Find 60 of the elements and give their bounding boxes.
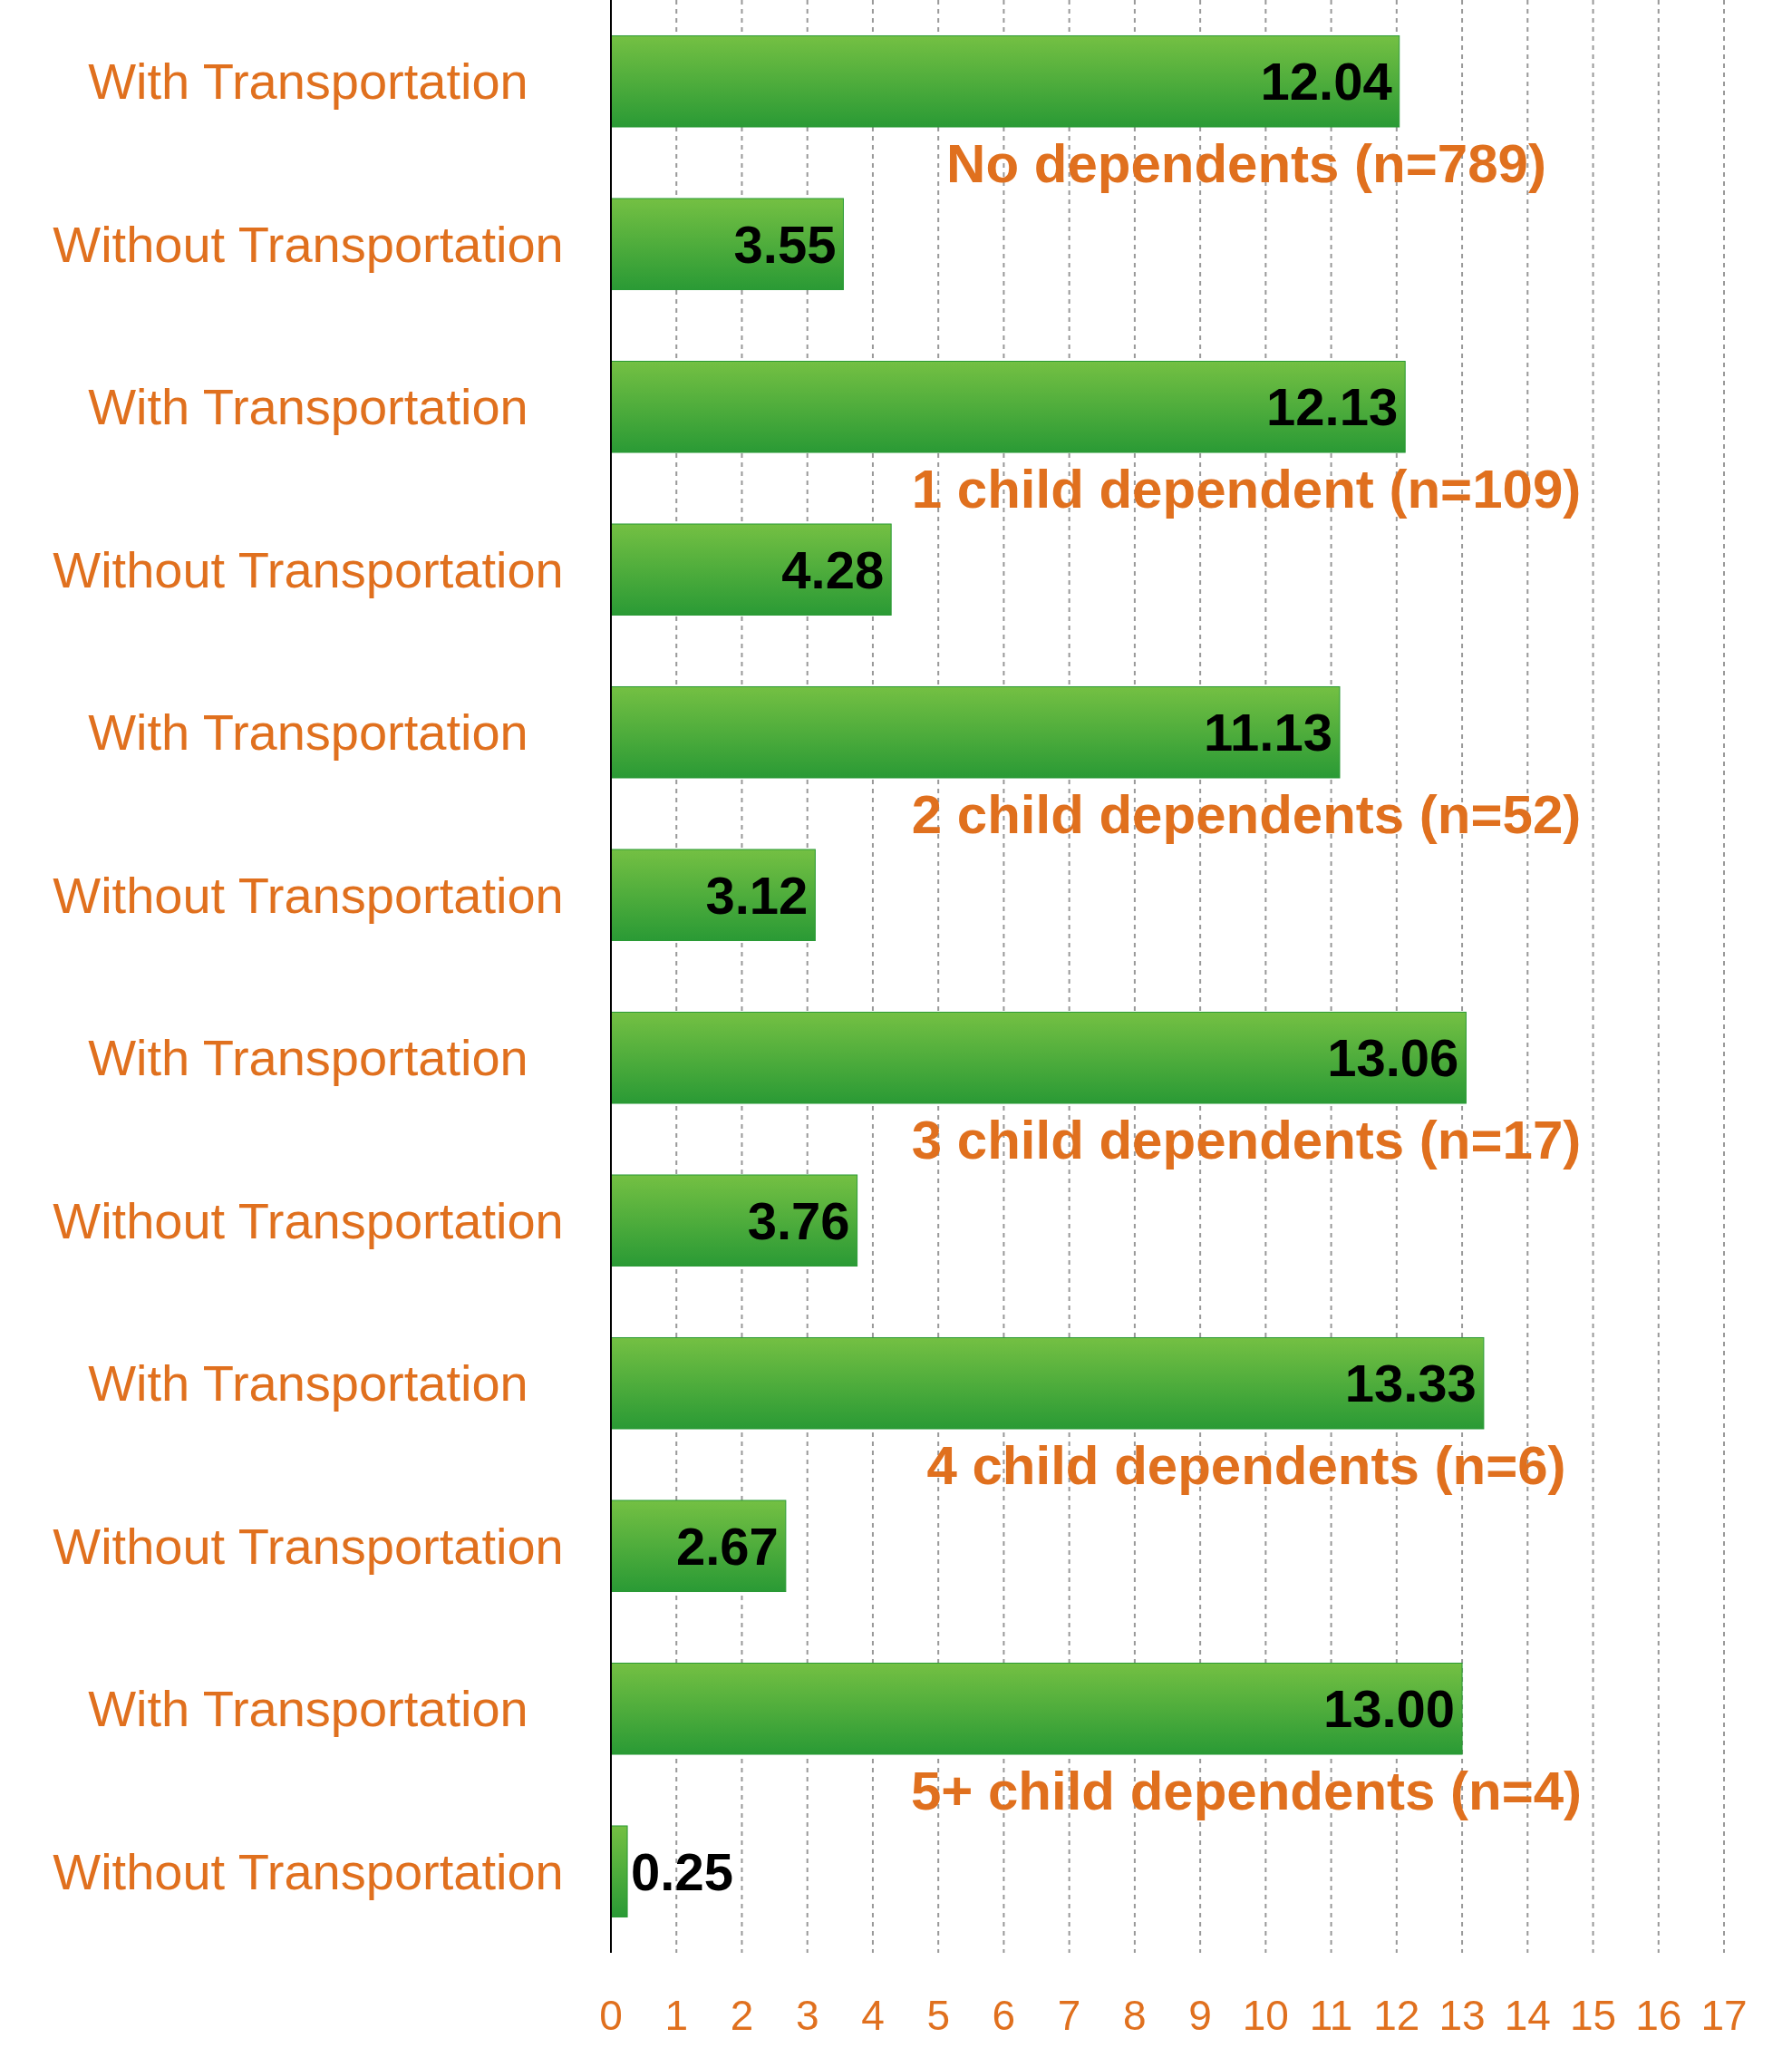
annotation: 2 child dependents (n=52) [911, 783, 1582, 845]
data-label: 3.76 [747, 1190, 850, 1250]
x-tick-label: 14 [1504, 1992, 1551, 2039]
x-tick-label: 10 [1242, 1992, 1289, 2039]
data-label: 13.06 [1327, 1028, 1459, 1088]
y-tick-label: With Transportation [88, 53, 528, 111]
data-label: 11.13 [1204, 703, 1332, 762]
data-label: 0.25 [631, 1841, 733, 1901]
y-tick-label: Without Transportation [53, 1191, 564, 1249]
x-tick-label: 0 [599, 1992, 623, 2039]
bar [610, 1174, 858, 1267]
x-tick-label: 16 [1635, 1992, 1682, 2039]
x-tick-label: 17 [1700, 1992, 1748, 2039]
data-label: 2.67 [675, 1516, 779, 1576]
x-tick-label: 5 [926, 1992, 950, 2039]
data-label: 13.00 [1322, 1679, 1456, 1739]
y-tick-label: Without Transportation [53, 215, 564, 273]
annotation: No dependents (n=789) [946, 132, 1546, 194]
bar [610, 1011, 1467, 1104]
y-tick-label: Without Transportation [53, 1517, 564, 1575]
y-tick-label: With Transportation [88, 704, 528, 762]
bar [610, 523, 892, 616]
x-tick-label: 6 [992, 1992, 1016, 2039]
data-label: 4.28 [781, 539, 885, 599]
x-tick-label: 3 [795, 1992, 819, 2039]
annotation: 5+ child dependents (n=4) [910, 1760, 1583, 1821]
bar [610, 849, 816, 942]
y-tick-label: With Transportation [88, 1680, 528, 1738]
data-label: 13.33 [1344, 1354, 1477, 1413]
y-tick-label: With Transportation [88, 1029, 528, 1087]
x-tick-label: 11 [1309, 1992, 1353, 2039]
data-label: 3.55 [733, 214, 837, 274]
bar [610, 1500, 787, 1593]
y-tick-label: With Transportation [88, 378, 528, 436]
annotation: 1 child dependent (n=109) [911, 458, 1582, 519]
bar [610, 1825, 628, 1918]
bar [610, 1662, 1463, 1755]
x-tick-label: 2 [730, 1992, 754, 2039]
bar [610, 198, 844, 291]
x-tick-label: 7 [1057, 1992, 1081, 2039]
x-tick-label: 1 [664, 1992, 689, 2039]
data-label: 12.13 [1266, 377, 1399, 437]
y-tick-label: Without Transportation [53, 1842, 564, 1900]
x-tick-label: 8 [1123, 1992, 1147, 2039]
x-tick-label: 9 [1188, 1992, 1212, 2039]
x-tick-label: 12 [1373, 1992, 1420, 2039]
bar [610, 685, 1341, 779]
x-tick-label: 13 [1438, 1992, 1486, 2039]
bar [610, 360, 1406, 453]
annotation: 3 child dependents (n=17) [911, 1109, 1582, 1170]
data-label: 12.04 [1260, 52, 1392, 112]
y-tick-label: With Transportation [88, 1354, 528, 1412]
x-tick-label: 4 [861, 1992, 885, 2039]
bar [610, 34, 1400, 128]
annotation: 4 child dependents (n=6) [926, 1434, 1566, 1496]
y-tick-label: Without Transportation [53, 540, 564, 598]
bar [610, 1336, 1485, 1430]
y-tick-label: Without Transportation [53, 866, 564, 924]
x-tick-label: 15 [1569, 1992, 1617, 2039]
data-label: 3.12 [705, 865, 809, 925]
